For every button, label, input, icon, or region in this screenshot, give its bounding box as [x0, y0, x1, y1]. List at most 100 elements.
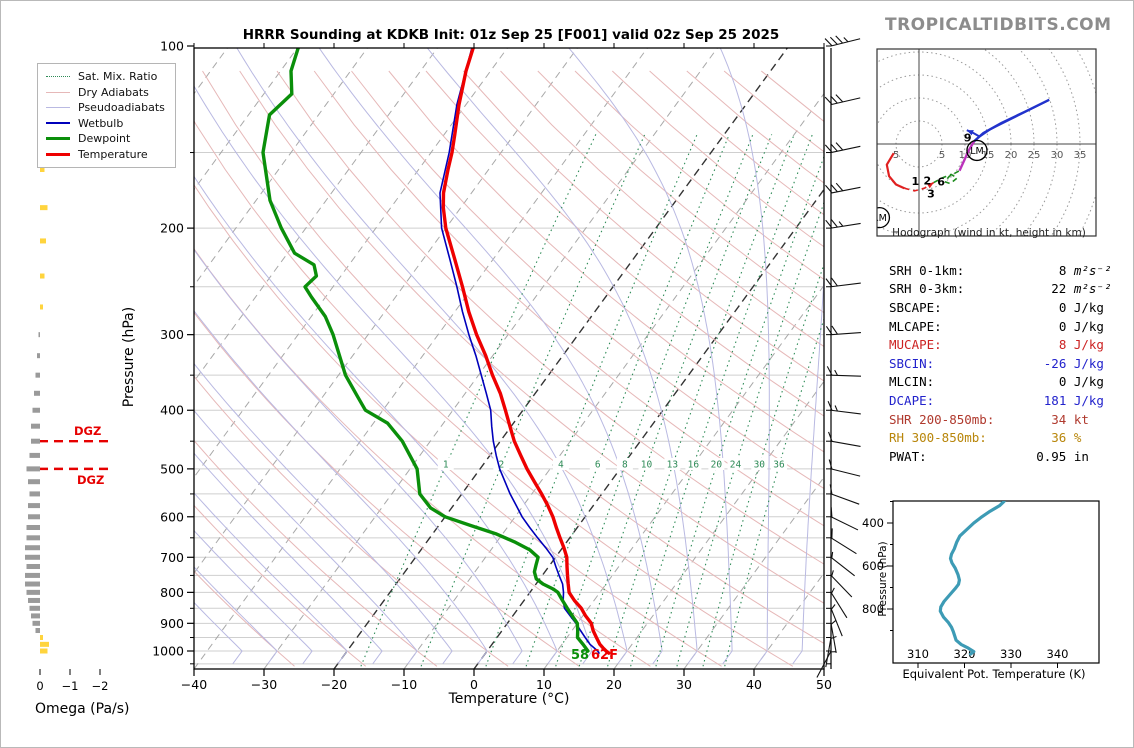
svg-text:800: 800 — [160, 585, 184, 600]
stats-panel: SRH 0-1km: 8 m²s⁻² SRH 0-3km: 22 m²s⁻² SBCAPE:… — [889, 261, 1119, 466]
legend-item-label: Dewpoint — [78, 132, 131, 146]
legend-item: Dry Adiabats — [46, 85, 165, 101]
svg-text:RM: RM — [872, 213, 887, 224]
stat-value: 8 — [1058, 337, 1067, 353]
svg-text:DGZ: DGZ — [77, 473, 104, 487]
stat-label: MUCAPE: — [889, 337, 942, 353]
stat-value: 0 — [1058, 299, 1067, 315]
dewpoint-curve — [261, 48, 590, 653]
stat-value: 36 — [1051, 430, 1067, 446]
stat-value: 22 — [1051, 281, 1067, 297]
stat-unit: J/kg — [1073, 318, 1104, 334]
stat-row: MLCIN: 0 J/kg — [889, 373, 1119, 392]
stat-unit: kt — [1073, 411, 1089, 427]
stat-value: -26 — [1043, 355, 1067, 371]
stat-label: SBCIN: — [889, 355, 935, 371]
stat-value: 0 — [1058, 374, 1067, 390]
svg-text:10: 10 — [536, 677, 552, 692]
stat-row: SBCAPE: 0 J/kg — [889, 298, 1119, 317]
wetbulb-curve — [439, 48, 600, 654]
stat-label: RH 300-850mb: — [889, 430, 987, 446]
svg-text:340: 340 — [1047, 647, 1069, 661]
stat-unit: J/kg — [1073, 374, 1104, 390]
stat-unit: J/kg — [1073, 299, 1104, 315]
svg-text:0: 0 — [470, 677, 478, 692]
stat-row: SRH 0-3km: 22 m²s⁻² — [889, 280, 1119, 299]
dgz-markers: DGZ DGZ — [39, 424, 109, 487]
stat-unit: J/kg — [1073, 337, 1104, 353]
surface-value-labels: 58 62F — [571, 648, 618, 663]
mixing-ratio-labels: 1 2 4 6 8 10 13 16 20 24 30 36 — [437, 458, 787, 471]
svg-text:600: 600 — [862, 559, 884, 573]
svg-text:16: 16 — [688, 460, 700, 471]
legend-item: Dewpoint — [46, 131, 165, 147]
skewt-background — [194, 48, 824, 669]
svg-text:30: 30 — [754, 460, 766, 471]
stat-value: 8 — [1058, 262, 1067, 278]
svg-text:LM: LM — [970, 146, 984, 157]
svg-text:−40: −40 — [181, 677, 207, 692]
stat-row: DCAPE: 181 J/kg — [889, 391, 1119, 410]
legend-item: Temperature — [46, 147, 165, 163]
svg-text:400: 400 — [160, 403, 184, 418]
temperature-curve — [441, 48, 611, 655]
svg-text:35: 35 — [1074, 150, 1087, 161]
svg-text:500: 500 — [160, 461, 184, 476]
svg-text:2: 2 — [923, 174, 931, 187]
stat-label: MLCAPE: — [889, 318, 942, 334]
legend-line-sample — [46, 76, 70, 78]
legend-line-sample — [46, 152, 70, 156]
legend-line-sample — [46, 107, 70, 109]
svg-text:−2: −2 — [92, 679, 109, 693]
hodograph-frame — [876, 48, 1097, 237]
svg-text:4: 4 — [558, 460, 564, 471]
pressure-axis-label: Pressure (hPa) — [121, 306, 137, 408]
legend-item: Sat. Mix. Ratio — [46, 69, 165, 85]
legend-item: Pseudoadiabats — [46, 100, 165, 116]
svg-text:1: 1 — [911, 175, 919, 188]
svg-text:6: 6 — [937, 176, 945, 189]
svg-text:−1: −1 — [62, 679, 79, 693]
stat-value: 34 — [1051, 411, 1067, 427]
wind-barb-column — [816, 35, 862, 678]
svg-text:−30: −30 — [251, 677, 277, 692]
svg-text:330: 330 — [1000, 647, 1022, 661]
svg-text:20: 20 — [1005, 150, 1018, 161]
svg-text:40: 40 — [746, 677, 762, 692]
svg-text:400: 400 — [862, 516, 884, 530]
omega-panel: 0 −1 −2 — [25, 112, 108, 693]
stat-row: RH 300-850mb: 36% — [889, 428, 1119, 447]
svg-text:900: 900 — [160, 616, 184, 631]
svg-text:13: 13 — [667, 460, 678, 471]
stat-row: MLCAPE: 0 J/kg — [889, 317, 1119, 336]
stat-row: SRH 0-1km: 8 m²s⁻² — [889, 261, 1119, 280]
svg-text:10: 10 — [641, 460, 653, 471]
stat-label: DCAPE: — [889, 392, 935, 408]
stat-label: SRH 0-1km: — [889, 262, 965, 278]
svg-text:58: 58 — [571, 648, 589, 663]
stat-unit: J/kg — [1073, 392, 1104, 408]
legend-line-sample — [46, 91, 70, 93]
svg-text:200: 200 — [160, 221, 184, 236]
svg-text:30: 30 — [1051, 150, 1064, 161]
thetae-curve — [938, 501, 1006, 656]
stat-label: SRH 0-3km: — [889, 281, 965, 297]
branding-logo: TROPICALTIDBITS.COM — [885, 15, 1112, 35]
svg-text:6: 6 — [595, 460, 601, 471]
legend-item: Wetbulb — [46, 116, 165, 132]
legend-item-label: Wetbulb — [78, 116, 124, 130]
svg-text:0: 0 — [36, 679, 43, 693]
sounding-profiles — [261, 48, 611, 655]
stat-label: PWAT: — [889, 448, 927, 464]
stat-label: SBCAPE: — [889, 299, 942, 315]
svg-text:10: 10 — [959, 150, 972, 161]
stat-row: SBCIN: -26 J/kg — [889, 354, 1119, 373]
svg-text:8: 8 — [622, 460, 628, 471]
stat-row: PWAT: 0.95 in — [889, 447, 1119, 466]
hodograph-panel: 5 5 10 15 20 25 30 35 1 236 9LM RM — [872, 49, 1096, 236]
svg-text:700: 700 — [160, 550, 184, 565]
svg-text:50: 50 — [816, 677, 832, 692]
